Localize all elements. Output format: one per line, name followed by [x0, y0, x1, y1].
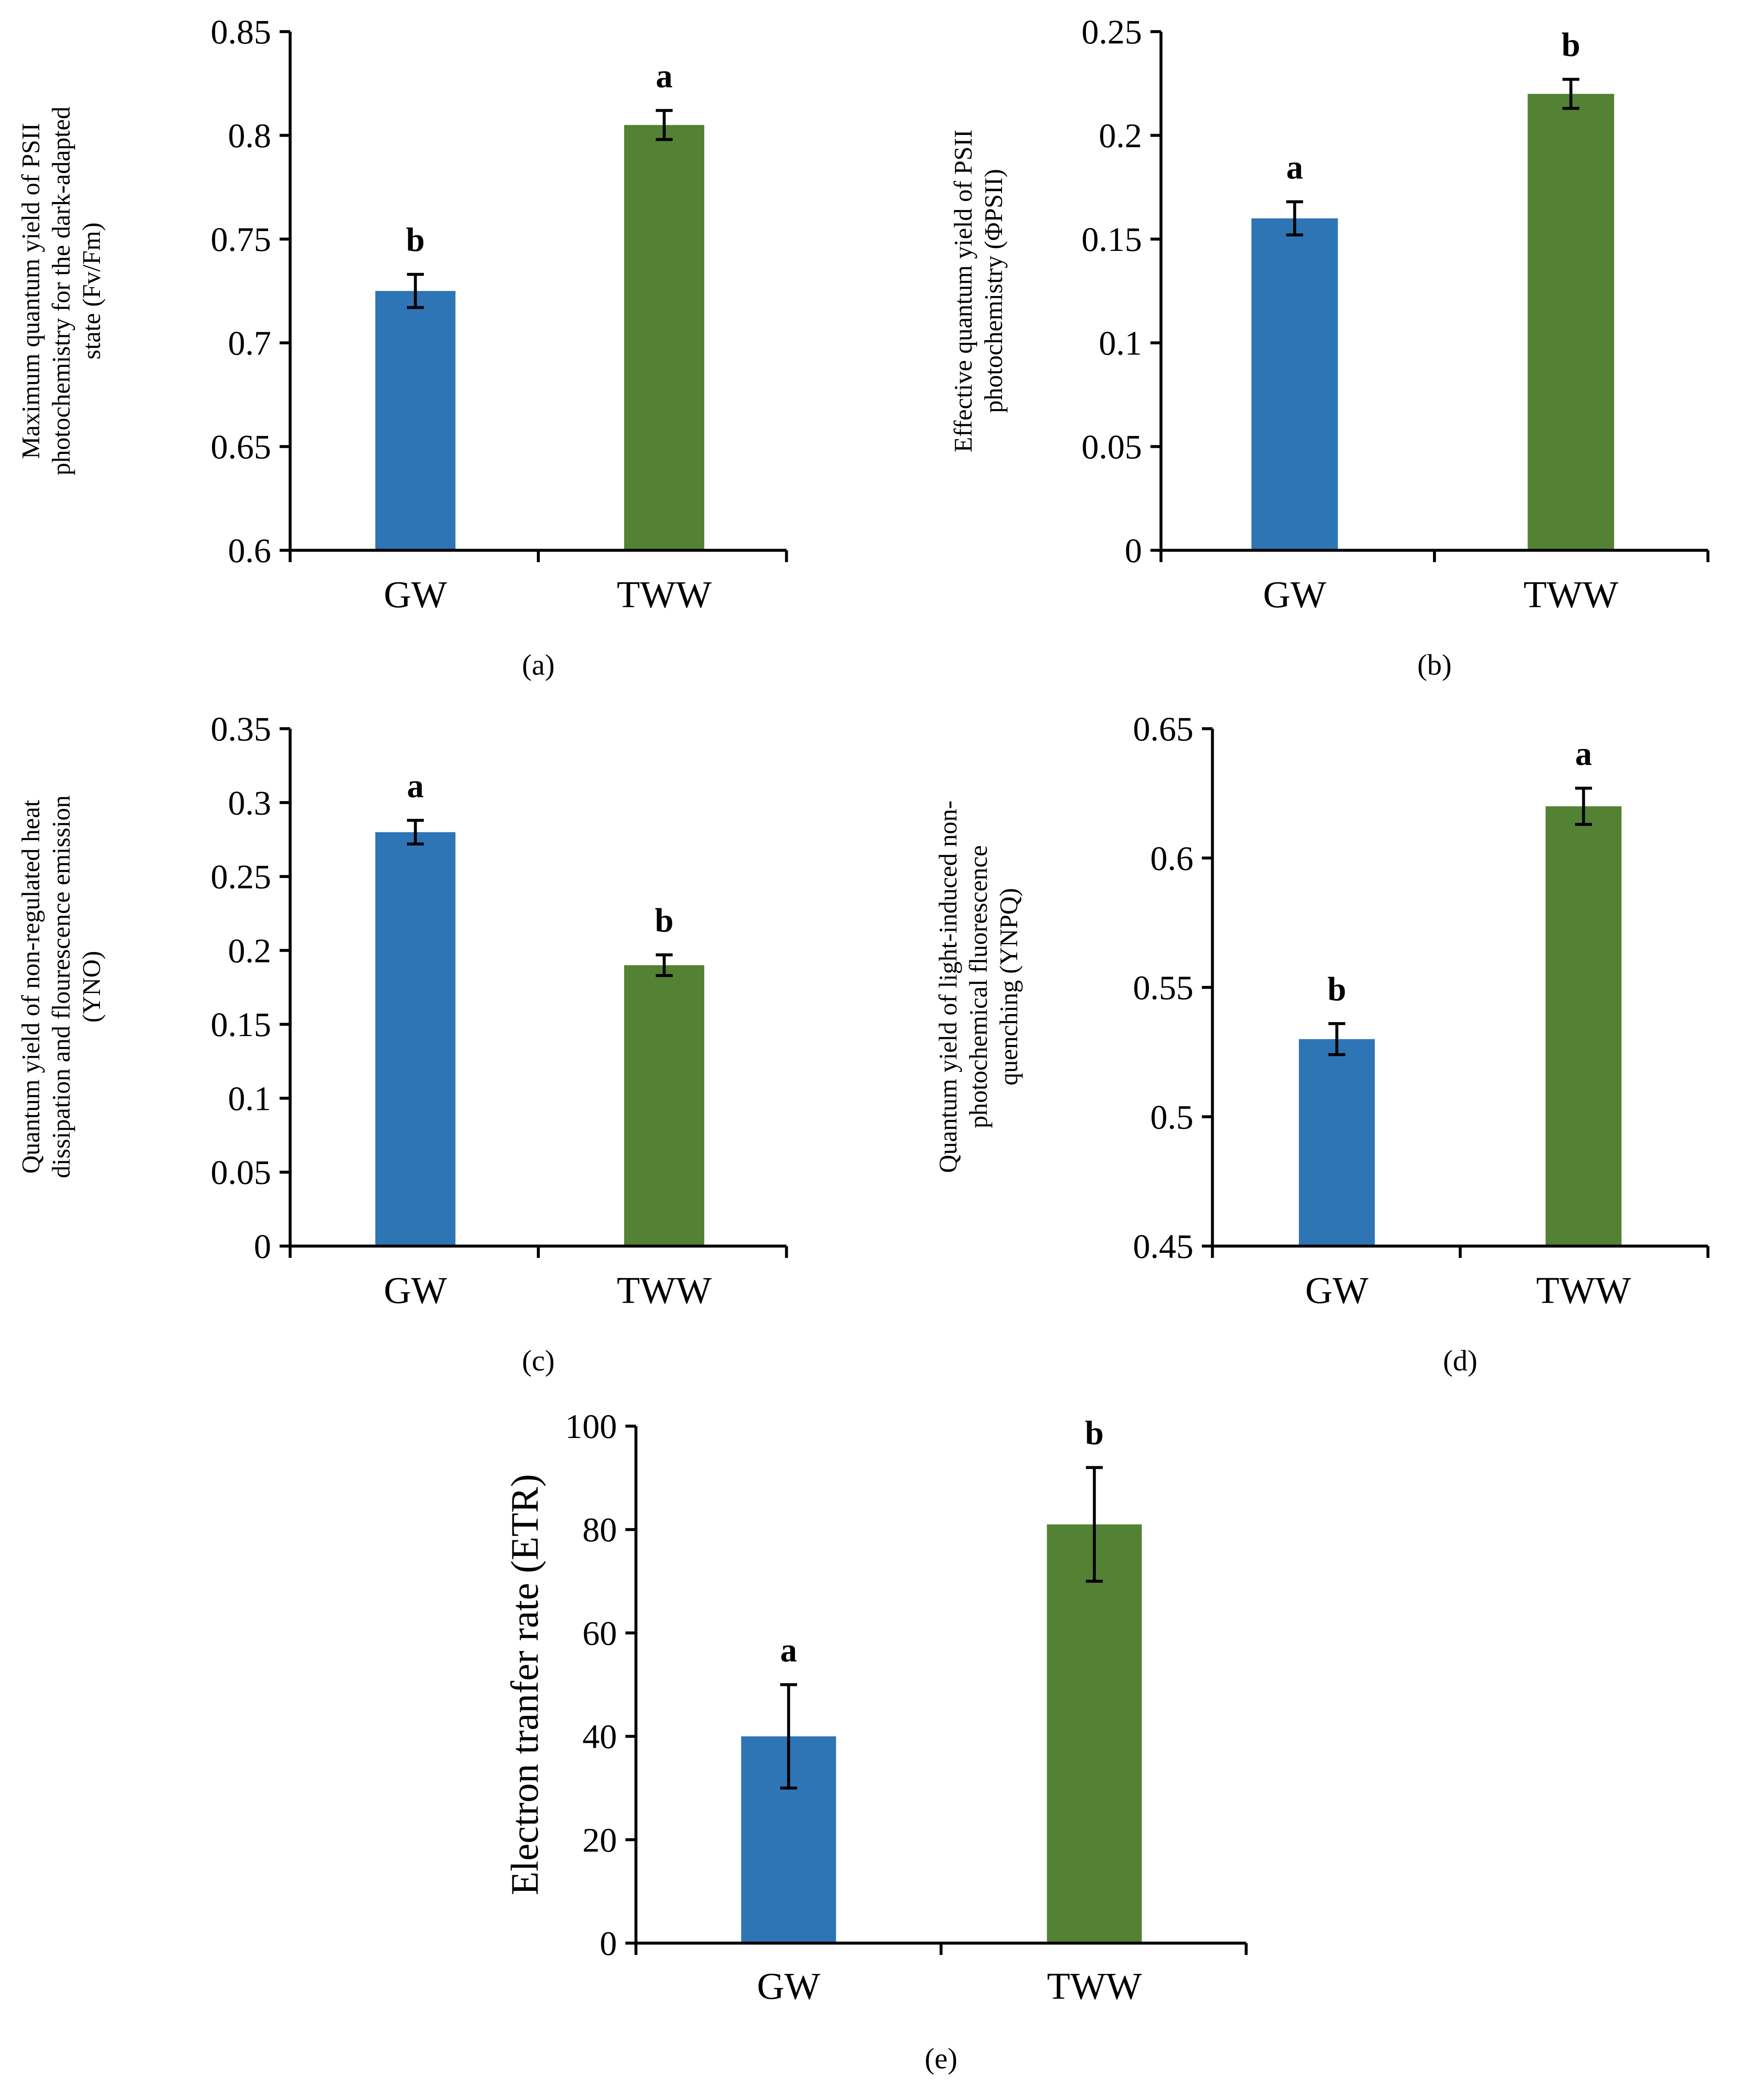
y-tick-label: 0.25	[1082, 13, 1142, 51]
x-tick-label: GW	[1263, 574, 1326, 616]
x-tick-label: TWW	[617, 574, 712, 616]
y-tick-label: 0.6	[1150, 839, 1194, 878]
y-tick-label: 0.15	[1082, 220, 1142, 258]
x-tick-label: TWW	[1524, 574, 1619, 616]
y-axis-title-line: dissipation and flourescence emission	[47, 795, 75, 1178]
y-tick-label: 0.2	[228, 932, 272, 970]
y-axis-title-line: (YNO)	[78, 951, 105, 1023]
y-tick-label: 0	[1125, 531, 1142, 570]
chart-panel-e: a GW b TWW 0 20 40 60 80 100 Electron tranfer rate…	[503, 1407, 1248, 2075]
y-axis-title-line: Maximum quantum yield of PSII	[17, 123, 45, 459]
significance-letter: a	[780, 1632, 797, 1669]
y-tick-label: 0.75	[211, 220, 272, 258]
chart-panel-d: b GW a TWW 0.45 0.5 0.55 0.6 0.65 Quantum yield o…	[934, 710, 1710, 1377]
y-tick-label: 0	[254, 1227, 271, 1265]
bar-tww	[624, 965, 704, 1246]
y-tick-label: 0.3	[228, 783, 272, 822]
y-tick-label: 0.2	[1099, 116, 1142, 155]
significance-letter: a	[1286, 149, 1303, 186]
y-tick-label: 0.25	[211, 858, 272, 896]
y-axis-title-line: photochemical fluorescence	[964, 845, 992, 1128]
y-axis-title-line: Effective quantum yield of PSII	[949, 129, 977, 452]
x-tick-label: GW	[384, 1270, 447, 1311]
y-axis-title: Electron tranfer rate (ETR)	[503, 1474, 546, 1895]
bar-tww	[1527, 94, 1614, 551]
significance-letter: b	[655, 902, 674, 939]
chart-panel-b: a GW b TWW 0 0.05 0.1 0.15 0.2 0.25 Effective quan…	[949, 13, 1710, 681]
x-tick-label: TWW	[617, 1270, 712, 1311]
y-axis-title-line: state (Fv/Fm)	[78, 223, 105, 360]
significance-letter: a	[1575, 735, 1592, 773]
y-tick-label: 0.5	[1150, 1098, 1194, 1136]
significance-letter: a	[656, 58, 673, 95]
panel-label: (c)	[522, 1345, 555, 1377]
bar-gw	[375, 291, 455, 550]
y-tick-label: 40	[582, 1718, 617, 1756]
y-axis-title: Effective quantum yield of PSII photochem…	[949, 129, 1007, 452]
y-axis-title: Maximum quantum yield of PSII photochemis…	[17, 107, 105, 476]
bar-gw	[375, 832, 455, 1246]
y-tick-label: 0.05	[211, 1153, 272, 1192]
bar-gw	[1251, 218, 1338, 550]
panel-label: (b)	[1417, 649, 1452, 681]
significance-letter: b	[1328, 971, 1347, 1008]
y-axis-title: Quantum yield of light-induced non-photo…	[934, 800, 1023, 1173]
y-axis-title-line: Electron tranfer rate (ETR)	[503, 1474, 546, 1895]
chart-panel-c: a GW b TWW 0 0.05 0.1 0.15 0.2 0.25 0.3 0.35 Quantum…	[17, 710, 788, 1377]
y-axis-title-line: quenching (YNPQ)	[995, 888, 1023, 1085]
y-tick-label: 0.65	[211, 428, 272, 466]
y-tick-label: 80	[582, 1510, 617, 1549]
x-tick-label: GW	[757, 1965, 820, 2007]
y-tick-label: 0.55	[1133, 969, 1194, 1007]
panel-label: (e)	[925, 2043, 958, 2075]
bar-gw	[1299, 1039, 1375, 1246]
y-tick-label: 20	[582, 1821, 617, 1859]
y-tick-label: 0.8	[228, 116, 272, 155]
y-axis-title-line: Quantum yield of non-regulated heat	[17, 800, 45, 1174]
y-axis-title: Quantum yield of non-regulated heat dissi…	[17, 795, 105, 1178]
bar-tww	[624, 125, 704, 550]
bar-tww	[1546, 806, 1621, 1246]
bar-tww	[1047, 1524, 1142, 1943]
y-tick-label: 0.7	[228, 324, 272, 362]
significance-letter: b	[1085, 1415, 1104, 1452]
chart-panel-a: b GW a TWW 0.6 0.65 0.7 0.75 0.8 0.85 Maximum quan…	[17, 13, 788, 681]
y-tick-label: 0.05	[1082, 428, 1142, 466]
y-tick-label: 100	[565, 1407, 617, 1446]
y-tick-label: 0.1	[1099, 324, 1142, 362]
x-tick-label: TWW	[1536, 1270, 1631, 1311]
panel-label: (a)	[522, 649, 555, 681]
y-tick-label: 0.6	[228, 531, 272, 570]
y-tick-label: 0.35	[211, 710, 272, 748]
y-tick-label: 0.1	[228, 1079, 272, 1117]
x-tick-label: GW	[384, 574, 447, 616]
panel-label: (d)	[1443, 1345, 1478, 1377]
y-axis-title-line: photochemistry for the dark-adapted	[47, 107, 75, 476]
y-tick-label: 0.45	[1133, 1227, 1194, 1265]
y-axis-title-line: photochemistry (ΦPSII)	[980, 169, 1007, 413]
x-tick-label: TWW	[1047, 1965, 1142, 2007]
y-tick-label: 0.85	[211, 13, 272, 51]
y-tick-label: 60	[582, 1614, 617, 1652]
y-tick-label: 0.65	[1133, 710, 1194, 748]
significance-letter: a	[407, 767, 424, 805]
y-axis-title-line: Quantum yield of light-induced non-	[934, 800, 962, 1173]
significance-letter: b	[406, 222, 425, 259]
y-tick-label: 0	[600, 1924, 617, 1963]
x-tick-label: GW	[1305, 1270, 1368, 1311]
significance-letter: b	[1562, 27, 1581, 64]
y-tick-label: 0.15	[211, 1005, 272, 1044]
